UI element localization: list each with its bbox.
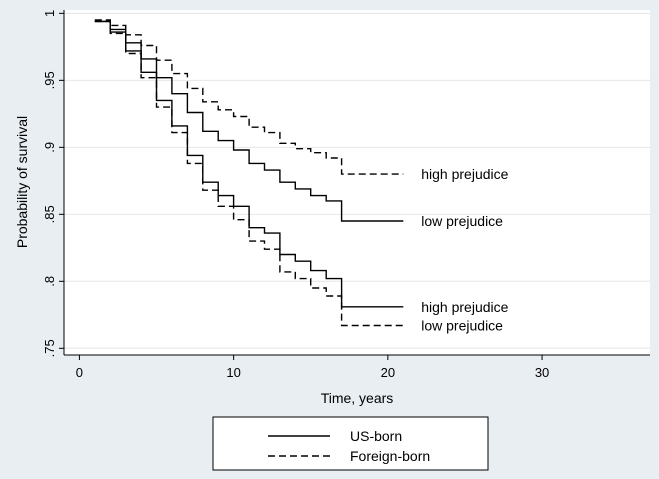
legend-label-1: US-born: [350, 428, 402, 444]
gridlines: [64, 12, 650, 349]
series-lines: [94, 19, 404, 327]
x-tick-label: 0: [76, 365, 83, 380]
x-tick-label: 20: [381, 365, 395, 380]
y-tick-label: .8: [42, 276, 57, 287]
y-axis-label: Probability of survival: [14, 116, 30, 248]
x-tick-label: 30: [535, 365, 549, 380]
series-line-4: [94, 20, 404, 327]
legend-box: [212, 416, 489, 471]
series-line-2: [94, 20, 404, 308]
end-label-4: low prejudice: [421, 318, 503, 334]
end-labels: low prejudice high prejudice high prejudic…: [421, 166, 508, 333]
axes: 1 .95 .9 .85 .8 .75 0 10 20 30: [42, 10, 650, 380]
plot-area: [64, 10, 650, 355]
y-tick-label: 1: [42, 10, 57, 17]
end-label-1: low prejudice: [421, 213, 503, 229]
y-tick-label: .75: [42, 339, 57, 357]
x-tick-label: 10: [226, 365, 240, 380]
y-tick-label: .85: [42, 205, 57, 223]
y-tick-label: .9: [42, 142, 57, 153]
legend: US-born Foreign-born: [212, 416, 489, 471]
legend-label-2: Foreign-born: [350, 448, 430, 464]
end-label-2: high prejudice: [421, 299, 508, 315]
series-line-3: [94, 19, 404, 175]
end-label-3: high prejudice: [421, 166, 508, 182]
y-tick-label: .95: [42, 71, 57, 89]
x-axis-label: Time, years: [321, 390, 394, 406]
